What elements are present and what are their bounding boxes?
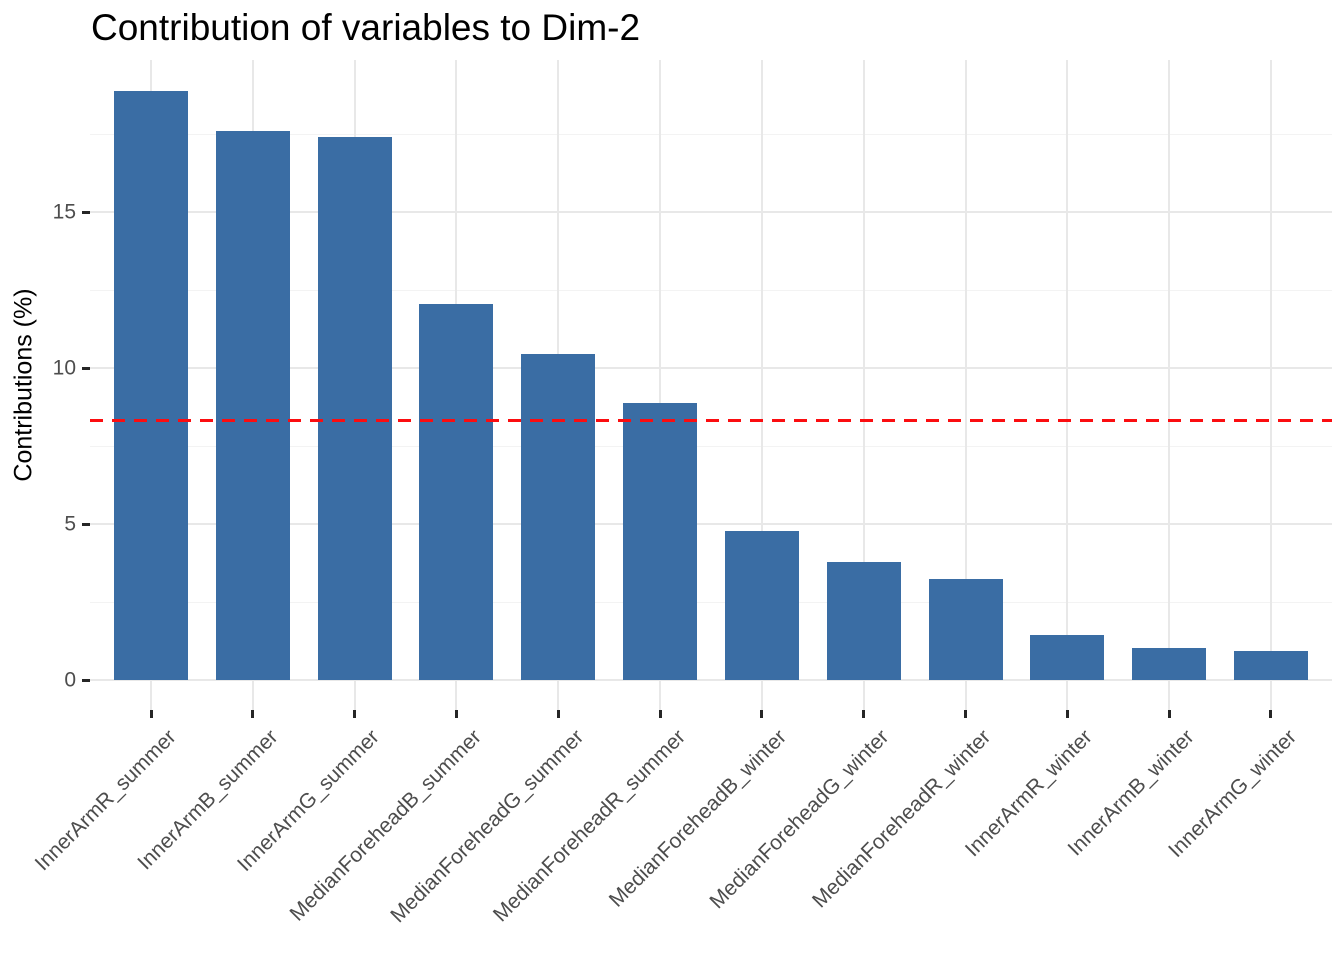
bar-MedianForeheadR_summer xyxy=(623,402,698,681)
gridline-vertical xyxy=(1168,60,1171,710)
y-axis-title: Contributions (%) xyxy=(9,288,38,482)
x-tick-mark xyxy=(862,710,866,718)
bar-InnerArmG_winter xyxy=(1233,650,1308,681)
x-tick-mark xyxy=(454,710,458,718)
x-tick-mark xyxy=(353,710,357,718)
y-tick-mark xyxy=(82,522,90,526)
gridline-horizontal-major xyxy=(90,211,1332,214)
x-tick-label-MedianForeheadB_summer: MedianForeheadB_summer xyxy=(285,725,487,926)
x-tick-mark xyxy=(556,710,560,718)
gridline-vertical xyxy=(1066,60,1069,710)
bar-MedianForeheadB_winter xyxy=(724,530,799,681)
y-tick-mark xyxy=(82,678,90,682)
bar-InnerArmG_summer xyxy=(317,137,392,681)
bar-MedianForeheadR_winter xyxy=(928,578,1003,681)
reference-line xyxy=(90,418,1332,422)
bar-InnerArmR_winter xyxy=(1030,635,1105,681)
y-tick-label: 15 xyxy=(52,200,76,224)
y-tick-label: 5 xyxy=(64,512,76,536)
gridline-vertical xyxy=(659,60,662,710)
gridline-horizontal-major xyxy=(90,679,1332,682)
x-tick-mark xyxy=(1065,710,1069,718)
bar-InnerArmB_winter xyxy=(1132,647,1207,681)
bar-InnerArmR_summer xyxy=(114,90,189,681)
gridline-horizontal-minor xyxy=(90,601,1332,603)
x-tick-mark xyxy=(251,710,255,718)
y-tick-label: 0 xyxy=(64,668,76,692)
y-tick-mark xyxy=(82,210,90,214)
gridline-vertical xyxy=(760,60,763,710)
x-tick-label-MedianForeheadG_summer: MedianForeheadG_summer xyxy=(385,725,588,928)
x-tick-label-MedianForeheadB_winter: MedianForeheadB_winter xyxy=(605,725,792,912)
x-tick-mark xyxy=(1167,710,1171,718)
y-tick-label: 10 xyxy=(52,356,76,380)
x-tick-mark xyxy=(760,710,764,718)
gridline-horizontal-minor xyxy=(90,445,1332,447)
gridline-horizontal-major xyxy=(90,367,1332,370)
gridline-vertical xyxy=(1269,60,1272,710)
x-tick-mark xyxy=(964,710,967,718)
gridline-horizontal-major xyxy=(90,523,1332,526)
gridline-vertical xyxy=(862,60,865,710)
bar-MedianForeheadG_winter xyxy=(826,561,901,681)
x-tick-label-MedianForeheadG_winter: MedianForeheadG_winter xyxy=(705,725,894,914)
x-tick-label-MedianForeheadR_winter: MedianForeheadR_winter xyxy=(807,725,996,913)
gridline-vertical xyxy=(964,60,967,710)
y-tick-mark xyxy=(82,366,90,370)
gridline-horizontal-minor xyxy=(90,289,1332,291)
x-tick-mark xyxy=(1269,710,1273,718)
bar-MedianForeheadB_summer xyxy=(419,304,494,681)
x-tick-label-MedianForeheadR_summer: MedianForeheadR_summer xyxy=(488,725,690,927)
gridline-horizontal-minor xyxy=(90,133,1332,135)
x-tick-mark xyxy=(658,710,662,718)
chart-title: Contribution of variables to Dim-2 xyxy=(91,7,641,48)
bar-InnerArmB_summer xyxy=(215,131,290,681)
x-tick-mark xyxy=(149,710,153,718)
bar-MedianForeheadG_summer xyxy=(521,354,596,681)
